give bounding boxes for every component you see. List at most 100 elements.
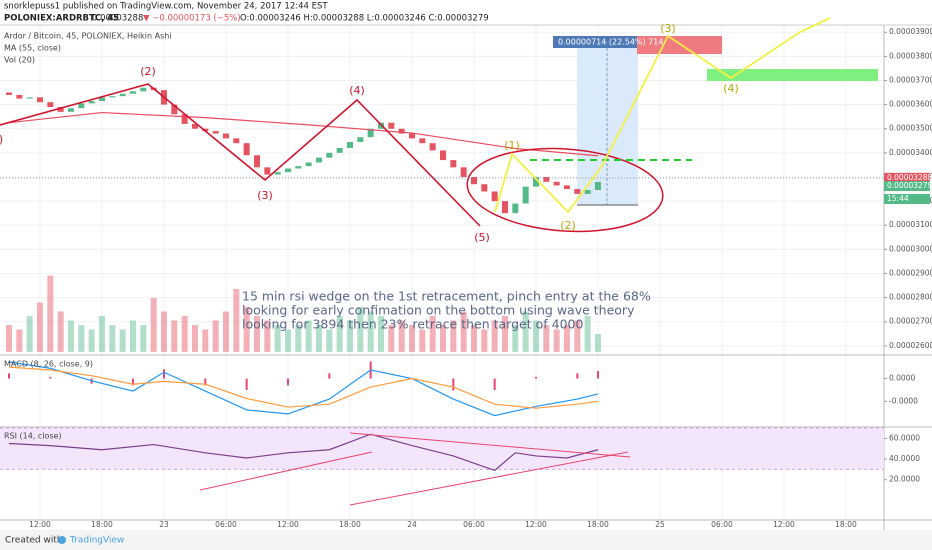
candle: [264, 167, 271, 175]
candle: [305, 162, 312, 167]
volume-bar: [481, 329, 488, 352]
macd-histogram: [328, 373, 331, 379]
candle: [47, 102, 54, 108]
x-tick-label: 18:00: [835, 520, 857, 529]
y-tick-label: 0.0000: [889, 374, 915, 383]
candle: [512, 203, 519, 214]
x-tick-label: 06:00: [711, 520, 733, 529]
volume-bar: [346, 320, 353, 352]
volume-bar: [305, 320, 312, 352]
volume-bar: [439, 325, 446, 352]
logo: [58, 536, 66, 544]
candle: [326, 152, 333, 158]
volume-bar: [388, 325, 395, 352]
last-price: 0.00003288: [92, 14, 143, 24]
y-tick-label: 0.00002900: [889, 268, 932, 277]
candle: [346, 141, 353, 149]
candle: [171, 104, 178, 115]
candle: [388, 122, 395, 129]
macd-histogram: [534, 376, 537, 379]
candle: [408, 133, 415, 139]
x-tick-label: 12:00: [29, 520, 51, 529]
candle: [398, 128, 405, 134]
footer-brand[interactable]: TradingView: [69, 536, 124, 546]
wave-label: (1): [504, 139, 520, 152]
x-tick-label: 12:00: [773, 520, 795, 529]
legend: RSI (14, close): [4, 432, 62, 441]
note-line: looking for 3894 then 23% retrace then t…: [242, 317, 583, 332]
candle: [5, 92, 12, 95]
macd-line: [8, 361, 599, 417]
price-tag-label: 0.00003279: [887, 181, 932, 190]
candle: [491, 191, 498, 202]
rsi-trendline: [349, 451, 629, 506]
symbol: POLONIEX:ARDRBTC, 45: [4, 14, 119, 24]
candle: [181, 114, 188, 124]
candle: [212, 131, 219, 134]
candle: [16, 94, 23, 99]
candle: [202, 128, 209, 132]
y-tick-label: 0.00003100: [889, 220, 932, 229]
y-tick-label: 0.00002700: [889, 317, 932, 326]
candle: [460, 167, 467, 177]
volume-bar: [181, 316, 188, 352]
candle: [222, 133, 229, 139]
candle: [129, 91, 136, 94]
macd-histogram: [204, 378, 207, 386]
publish-line: snorklepuss1 published on TradingView.co…: [4, 2, 328, 12]
macd-histogram: [286, 378, 289, 386]
candle: [78, 103, 85, 109]
volume-bar: [202, 329, 209, 352]
macd-histogram: [131, 378, 134, 386]
volume-bar: [574, 320, 581, 352]
volume-bar: [264, 320, 271, 352]
volume-bar: [109, 325, 116, 352]
volume-bar: [419, 329, 426, 352]
wave-label: ): [0, 133, 3, 146]
candle: [522, 186, 529, 204]
y-tick-label: 0.00003600: [889, 100, 932, 109]
volume-bar: [522, 311, 529, 352]
volume-bar: [150, 298, 157, 352]
change: ▼ −0.00000173 (−5%): [143, 14, 241, 24]
candle: [119, 93, 126, 97]
wedge-ellipse: [466, 147, 664, 233]
wave-label: (2): [140, 65, 156, 78]
y-tick-label: 0.00003900: [889, 27, 932, 36]
rsi-line: [8, 433, 599, 472]
candle: [553, 181, 560, 186]
wave-label: (5): [474, 231, 490, 244]
price-tag: [884, 181, 930, 192]
candle: [563, 185, 570, 190]
candle: [429, 143, 436, 151]
target-box: [637, 36, 722, 54]
volume-bar: [129, 320, 136, 352]
volume-bar: [532, 320, 539, 352]
volume-bar: [398, 320, 405, 352]
volume-bar: [26, 316, 33, 352]
volume-bar: [140, 325, 147, 352]
candle: [88, 100, 95, 104]
wave-label: (4): [349, 84, 365, 97]
volume-bar: [67, 320, 74, 352]
macd-histogram: [452, 378, 455, 391]
macd-histogram: [576, 373, 579, 379]
volume-bar: [501, 316, 508, 352]
volume-bar: [57, 311, 64, 352]
wave-label: (4): [723, 82, 739, 95]
volume-bar: [160, 311, 167, 352]
candle: [233, 138, 240, 144]
candle: [191, 123, 198, 129]
candle: [543, 176, 550, 182]
price-tag: [884, 172, 930, 183]
volume-bar: [429, 316, 436, 352]
candle: [594, 182, 601, 190]
volume-bar: [274, 325, 281, 352]
macd-histogram: [596, 371, 599, 379]
x-tick-label: 18:00: [91, 520, 113, 529]
macd-histogram: [162, 369, 165, 379]
volume-bar: [16, 329, 23, 352]
measure-label-bg: [553, 36, 637, 48]
footer-text: Created with: [5, 536, 63, 546]
candle: [439, 150, 446, 161]
